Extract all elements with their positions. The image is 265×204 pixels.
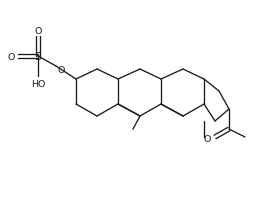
Text: HO: HO: [31, 80, 45, 89]
Text: O: O: [7, 52, 15, 61]
Text: S: S: [34, 52, 42, 62]
Text: O: O: [203, 135, 211, 144]
Text: O: O: [57, 66, 65, 75]
Text: O: O: [34, 26, 42, 35]
